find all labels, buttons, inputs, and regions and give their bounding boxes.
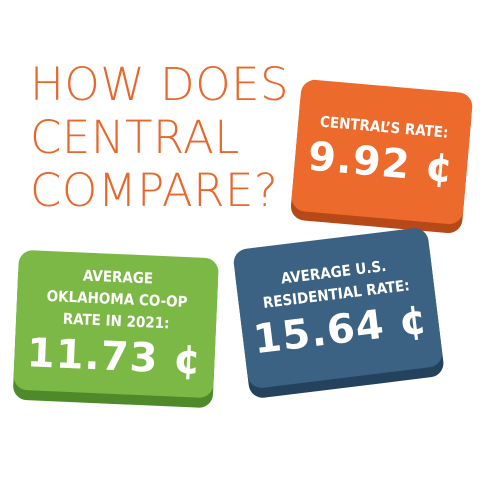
rate-card: AVERAGE U.S. RESIDENTIAL RATE: 15.64 ¢	[232, 226, 444, 390]
headline-line: HOW DOES	[30, 58, 290, 111]
card-value: 11.73 ¢	[26, 330, 204, 384]
rate-card: AVERAGE OKLAHOMA CO-OP RATE IN 2021: 11.…	[13, 249, 219, 399]
headline-line: CENTRAL	[30, 111, 240, 164]
headline-line: COMPARE?	[30, 164, 279, 217]
rate-card: CENTRAL’S RATE: 9.92 ¢	[290, 78, 474, 226]
headline: HOW DOES CENTRAL COMPARE?	[30, 58, 289, 217]
